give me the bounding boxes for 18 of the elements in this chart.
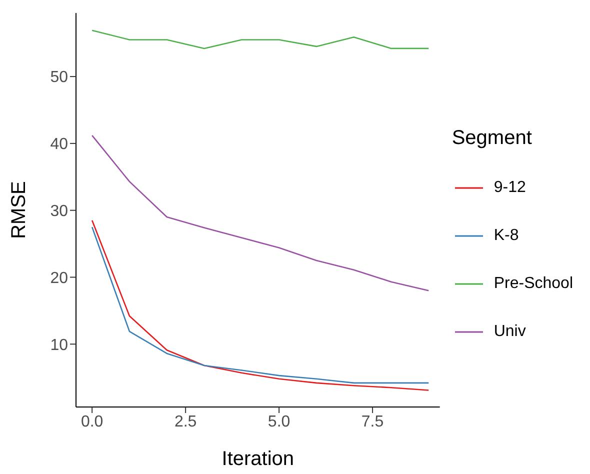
x-axis-title: Iteration xyxy=(222,448,294,470)
x-tick-label: 0.0 xyxy=(80,413,104,430)
y-tick-label: 50 xyxy=(50,69,68,86)
x-tick-label: 7.5 xyxy=(361,413,384,430)
legend-label: Univ xyxy=(494,322,526,340)
y-tick-label: 10 xyxy=(50,336,68,354)
y-axis-title: RMSE xyxy=(8,181,30,239)
y-tick-label: 40 xyxy=(50,136,68,154)
legend-label: 9-12 xyxy=(494,178,526,196)
legend-title: Segment xyxy=(452,126,533,150)
x-tick-label: 5.0 xyxy=(268,413,290,430)
y-tick-label: 20 xyxy=(50,270,68,287)
line-series xyxy=(91,134,430,292)
legend-label: Pre-School xyxy=(494,274,573,292)
y-tick-label: 30 xyxy=(50,203,68,220)
x-tick-label: 2.5 xyxy=(174,413,197,430)
line-series xyxy=(91,30,430,50)
legend-label: K-8 xyxy=(494,226,519,244)
